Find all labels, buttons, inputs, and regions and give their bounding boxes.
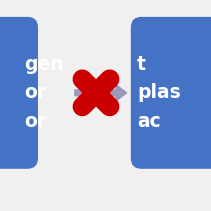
Text: plas: plas <box>137 83 181 102</box>
Text: t: t <box>137 55 146 74</box>
FancyBboxPatch shape <box>0 17 38 169</box>
Text: gen: gen <box>24 55 64 74</box>
FancyBboxPatch shape <box>131 17 211 169</box>
FancyArrow shape <box>75 85 127 101</box>
Text: or: or <box>24 112 46 131</box>
Text: ac: ac <box>137 112 161 131</box>
Text: or: or <box>24 83 46 102</box>
